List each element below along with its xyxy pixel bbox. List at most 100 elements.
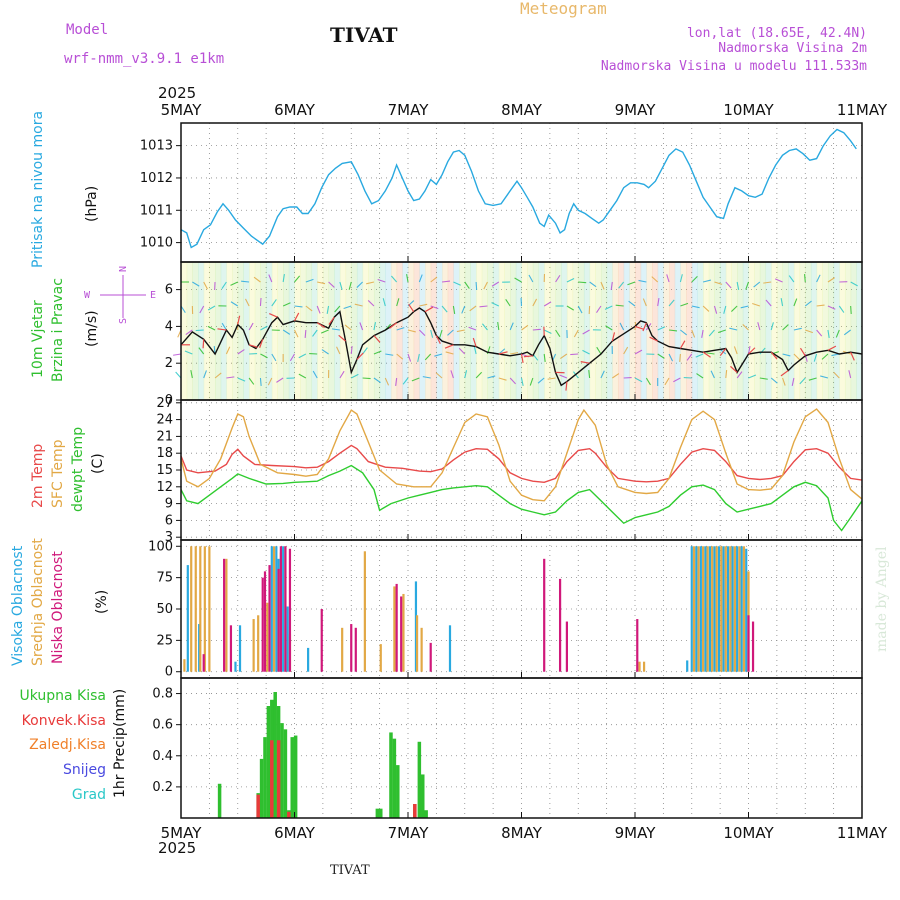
wind-arrow bbox=[373, 335, 381, 343]
wind-bg-stripe bbox=[215, 262, 222, 400]
wind-bg-stripe bbox=[844, 262, 852, 400]
wind-barb bbox=[596, 305, 602, 313]
series-bar bbox=[234, 661, 237, 672]
wind-barb bbox=[691, 275, 698, 283]
wind-barb bbox=[570, 353, 579, 356]
wind-barb bbox=[377, 279, 386, 283]
wind-bg-stripe bbox=[385, 262, 392, 400]
wind-bg-stripe bbox=[487, 262, 494, 400]
wind-bg-stripe bbox=[266, 262, 273, 400]
series-bar bbox=[354, 627, 357, 672]
grid-layer bbox=[181, 123, 862, 818]
wind-barb bbox=[260, 353, 268, 359]
wind-bg-stripe bbox=[850, 262, 857, 400]
wind-bg-stripe bbox=[470, 262, 477, 400]
wind-barb bbox=[532, 328, 541, 331]
wind-barb bbox=[175, 371, 182, 379]
wind-barb bbox=[267, 377, 273, 386]
series-bar bbox=[379, 808, 383, 818]
series-bar bbox=[736, 546, 739, 672]
series-bar bbox=[745, 548, 748, 672]
wind-barb bbox=[725, 281, 732, 289]
wind-bg-stripe bbox=[311, 262, 318, 400]
wind-bg-stripe bbox=[776, 262, 784, 400]
bottom-date-label: 6MAY bbox=[274, 824, 316, 842]
wind-bg-stripe bbox=[368, 262, 375, 400]
precip-legend: Ukupna Kisa Konvek.Kisa Zaledj.Kisa Snij… bbox=[19, 688, 106, 803]
wind-barb bbox=[190, 370, 193, 379]
series-bar bbox=[421, 774, 425, 818]
wind-bg-stripe bbox=[447, 262, 454, 400]
wind-bg-stripe bbox=[345, 262, 352, 400]
wind-bg-stripe bbox=[708, 262, 715, 400]
wind-arrow bbox=[444, 344, 454, 349]
wind-barb bbox=[748, 374, 757, 379]
wind-bg-stripe bbox=[572, 262, 579, 400]
wind-bg-stripe bbox=[305, 262, 313, 400]
wind-barb bbox=[532, 298, 538, 307]
wind-barb bbox=[395, 377, 398, 387]
wind-barb bbox=[248, 322, 254, 331]
wind-barb bbox=[344, 324, 352, 331]
wind-barb bbox=[799, 377, 806, 385]
wind-bg-stripe bbox=[198, 262, 205, 400]
precip-unit: (mm) bbox=[112, 689, 128, 727]
legend-hail: Grad bbox=[72, 787, 106, 803]
wind-barb bbox=[225, 346, 231, 355]
wind-barb bbox=[733, 346, 738, 355]
wind-barb bbox=[718, 329, 726, 333]
wind-barb bbox=[615, 304, 624, 307]
wind-speed-background bbox=[173, 262, 863, 400]
wind-barb bbox=[396, 327, 405, 331]
series-bar bbox=[642, 661, 646, 672]
wind-barb bbox=[708, 329, 715, 337]
wind-barb bbox=[373, 350, 382, 355]
wind-barb bbox=[645, 377, 651, 386]
wind-bg-stripe bbox=[703, 262, 710, 400]
wind-barb bbox=[816, 304, 825, 307]
wind-barb bbox=[343, 305, 352, 309]
series-bar bbox=[276, 740, 281, 818]
wind-arrow bbox=[472, 337, 477, 347]
wind-arrow bbox=[237, 315, 241, 325]
wind-barb bbox=[305, 278, 314, 283]
wind-bg-stripe bbox=[617, 262, 625, 400]
wind-barb bbox=[634, 377, 643, 383]
wind-barb bbox=[407, 329, 416, 333]
legend-convective-rain: Konvek.Kisa bbox=[22, 713, 106, 729]
wind-barb bbox=[441, 305, 448, 313]
series-bar bbox=[638, 661, 641, 672]
series-bar bbox=[273, 692, 277, 818]
wind-bg-stripe bbox=[425, 262, 432, 400]
wind-bg-stripe bbox=[839, 262, 846, 400]
wind-bg-stripe bbox=[328, 262, 335, 400]
wind-bg-stripe bbox=[669, 262, 676, 400]
wind-barb bbox=[312, 370, 318, 379]
wind-barb bbox=[679, 353, 681, 363]
wind-barb bbox=[334, 305, 341, 313]
series-bar bbox=[194, 546, 197, 672]
wind-barb bbox=[821, 353, 829, 360]
wind-arrow bbox=[217, 328, 227, 331]
wind-barb bbox=[271, 299, 277, 307]
wind-bg-stripe bbox=[606, 262, 613, 400]
series-bar bbox=[392, 738, 397, 818]
wind-barb bbox=[695, 353, 704, 358]
wind-barb bbox=[237, 349, 245, 355]
series-bar bbox=[742, 546, 746, 672]
series-bar bbox=[690, 546, 693, 672]
series-bar bbox=[393, 586, 396, 672]
wind-barb bbox=[479, 305, 488, 308]
y-tick-label: 0 bbox=[165, 393, 173, 408]
wind-bg-stripe bbox=[390, 262, 398, 400]
wind-bg-stripe bbox=[419, 262, 426, 400]
wind-barb bbox=[763, 281, 772, 284]
wind-barb bbox=[753, 281, 761, 288]
wind-barb bbox=[736, 281, 740, 290]
wind-bg-stripe bbox=[249, 262, 256, 400]
wind-barb bbox=[452, 305, 456, 314]
series-bar bbox=[415, 615, 419, 672]
wind-barb bbox=[651, 276, 659, 283]
wind-barb bbox=[543, 353, 546, 363]
